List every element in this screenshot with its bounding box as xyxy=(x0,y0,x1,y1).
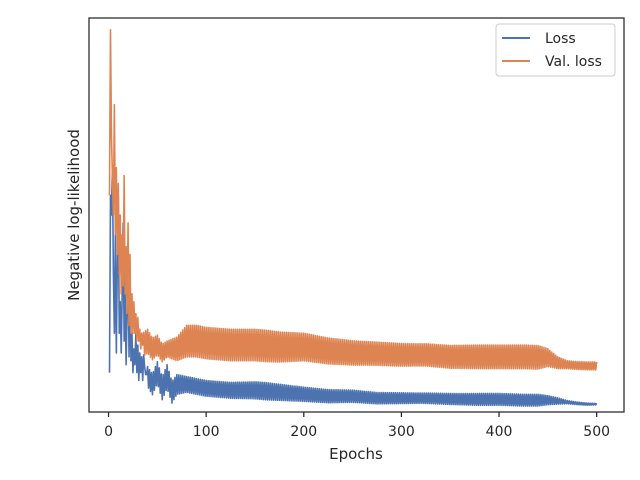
x-axis-ticks: 0 100 200 300 400 500 xyxy=(104,412,610,440)
x-tick-label-100: 100 xyxy=(193,424,220,440)
x-tick-label-0: 0 xyxy=(104,424,113,440)
x-tick-label-400: 400 xyxy=(486,424,513,440)
plot-lines xyxy=(108,29,598,407)
x-axis-label: Epochs xyxy=(329,445,383,463)
series-line-loss xyxy=(108,166,598,407)
series-line-val-loss xyxy=(108,29,598,371)
x-tick-label-200: 200 xyxy=(290,424,317,440)
plot-frame xyxy=(88,17,625,413)
legend-label-val-loss: Val. loss xyxy=(545,54,602,70)
y-axis-label: Negative log-likelihood xyxy=(65,129,83,301)
x-tick-label-300: 300 xyxy=(388,424,415,440)
legend: Loss Val. loss xyxy=(495,23,616,77)
x-tick-label-500: 500 xyxy=(583,424,610,440)
legend-label-loss: Loss xyxy=(545,31,576,47)
